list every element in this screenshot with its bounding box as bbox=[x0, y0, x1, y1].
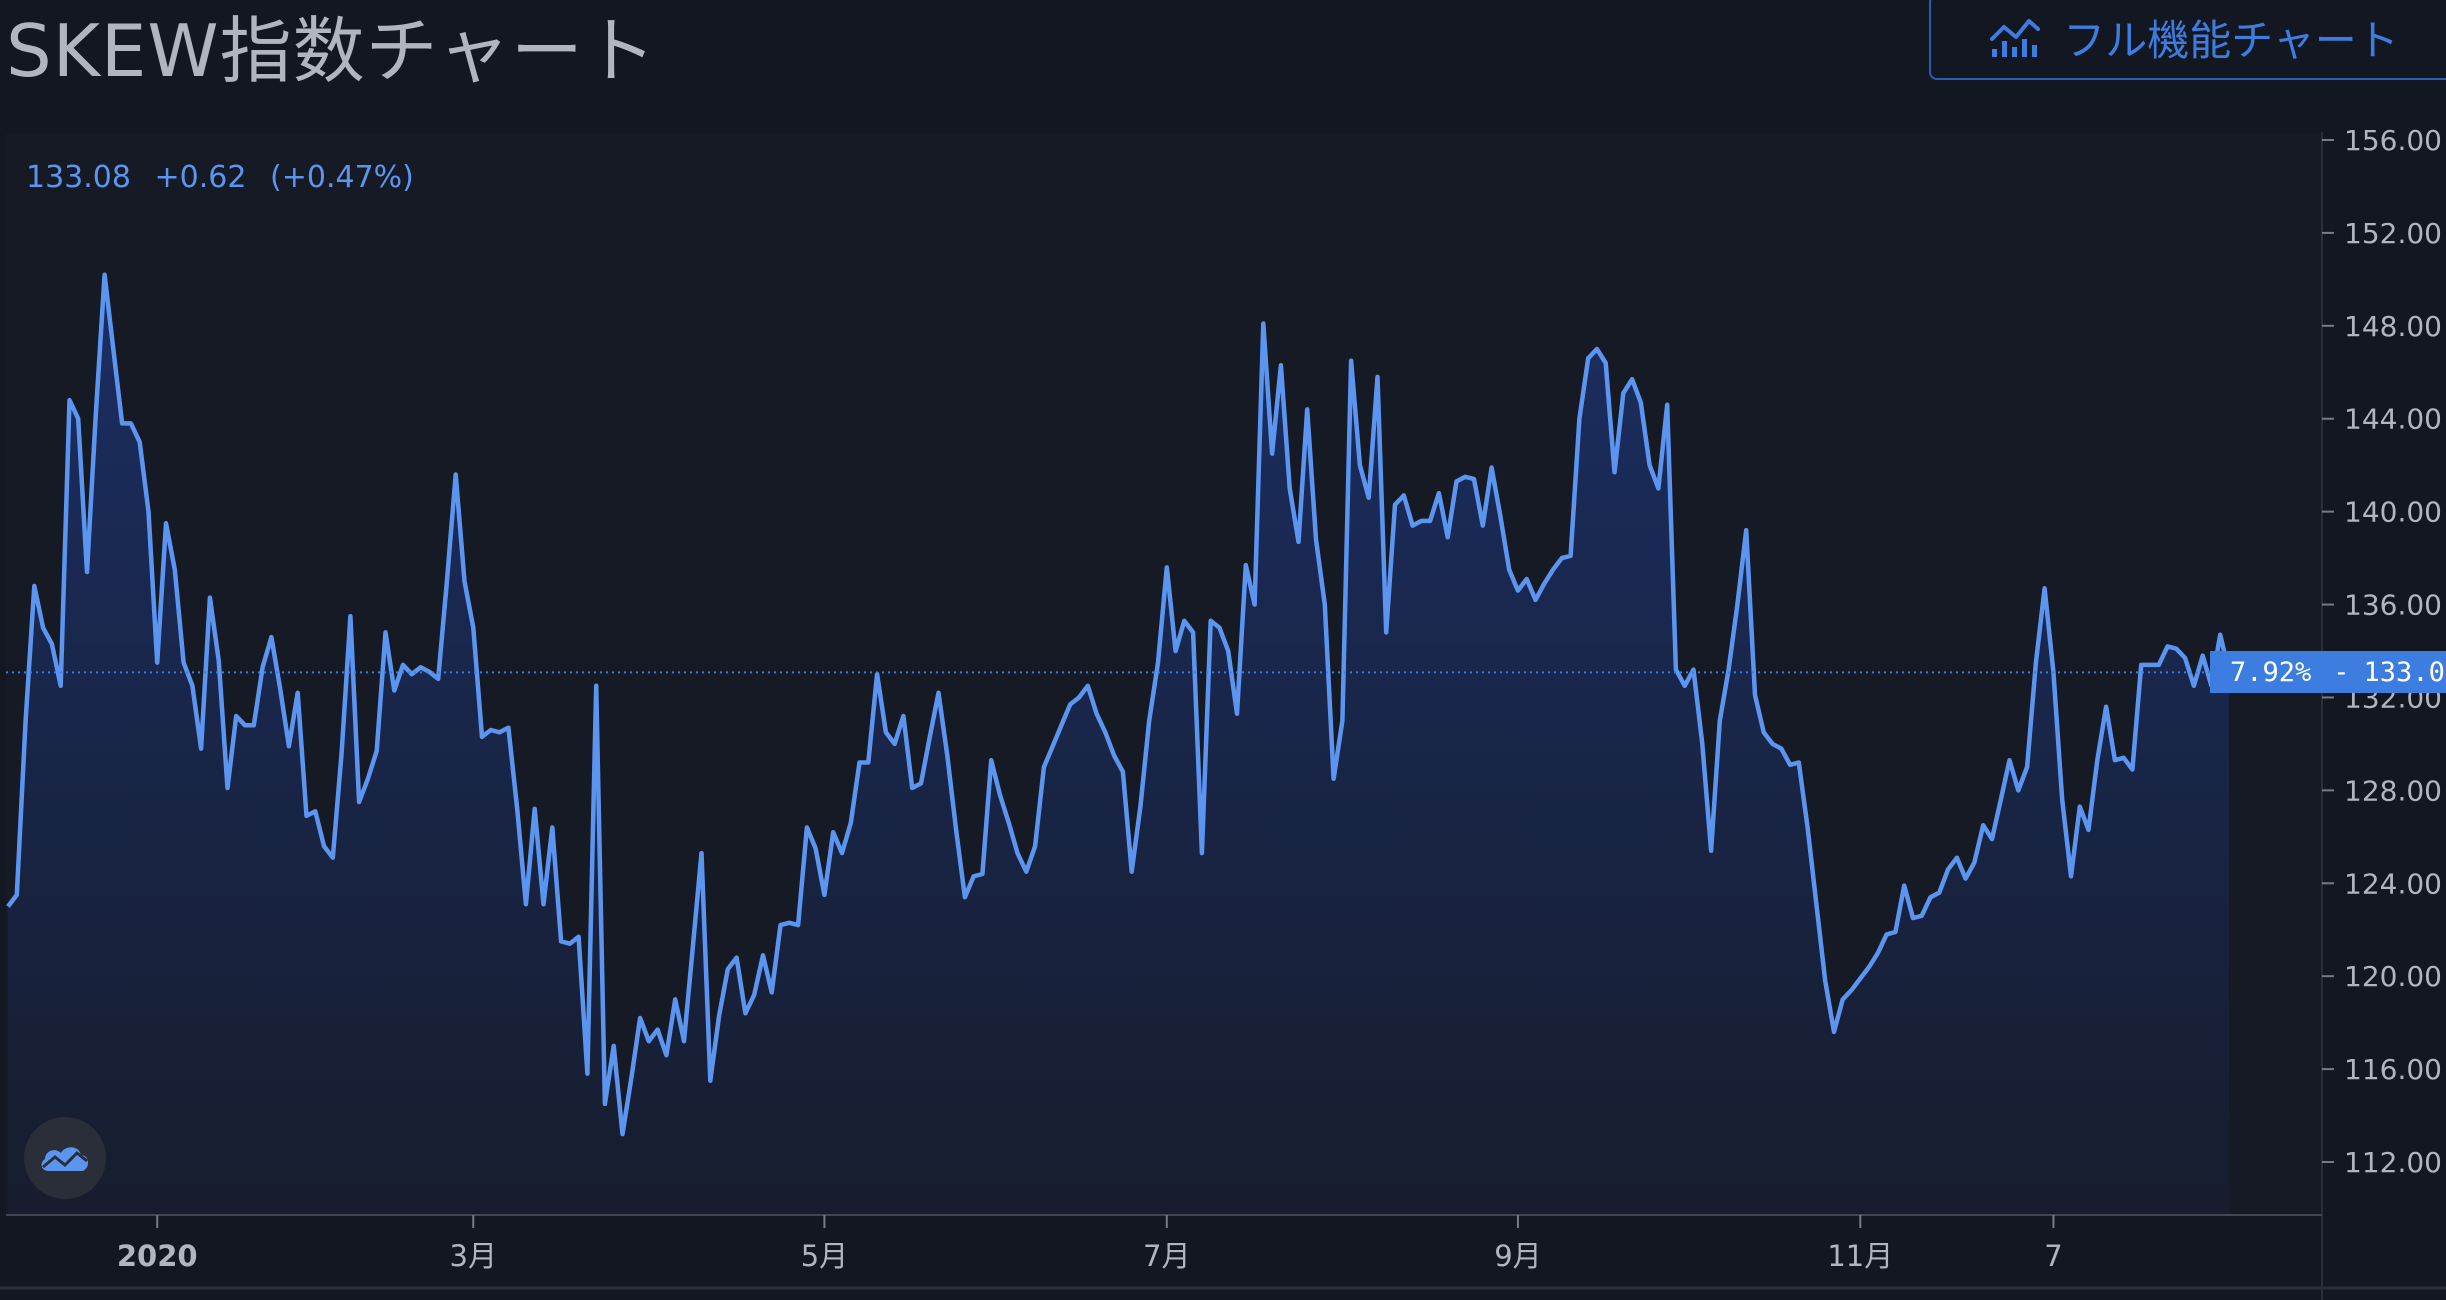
full-chart-button-label: フル機能チャート bbox=[2063, 15, 2399, 65]
full-chart-button[interactable]: フル機能チャート bbox=[1929, 0, 2446, 80]
x-tick-label: 3月 bbox=[450, 1239, 497, 1273]
chart-icon bbox=[1990, 19, 2041, 57]
cloud-logo-icon bbox=[41, 1147, 89, 1171]
x-tick-label: 5月 bbox=[801, 1239, 848, 1273]
y-tick-label: 116.00 bbox=[2344, 1053, 2442, 1086]
y-tick-label: 144.00 bbox=[2344, 403, 2442, 436]
y-tick-label: 156.00 bbox=[2344, 124, 2442, 157]
x-tick-label: 9月 bbox=[1494, 1239, 1541, 1273]
legend-change-pct: (+0.47%) bbox=[270, 160, 414, 195]
y-tick-label: 148.00 bbox=[2344, 310, 2442, 343]
legend-change: +0.62 bbox=[154, 160, 247, 195]
series-line bbox=[6, 272, 2232, 1137]
y-tick-label: 152.00 bbox=[2344, 217, 2442, 250]
page-title: SKEW指数チャート bbox=[6, 9, 657, 93]
price-tag-percent: 7.92% bbox=[2230, 656, 2312, 688]
price-tag-separator: - bbox=[2333, 656, 2350, 688]
y-tick-label: 112.00 bbox=[2344, 1146, 2442, 1179]
legend-last: 133.08 bbox=[26, 160, 131, 195]
y-tick-label: 120.00 bbox=[2344, 960, 2442, 993]
ohlc-legend: 133.08 +0.62 (+0.47%) bbox=[26, 160, 428, 195]
x-tick-label: 2020 bbox=[117, 1239, 198, 1273]
x-tick-label: 11月 bbox=[1827, 1239, 1893, 1273]
logo-icon[interactable] bbox=[24, 1117, 106, 1199]
x-tick-label: 7月 bbox=[1143, 1239, 1190, 1273]
last-price-tag: 7.92% - 133.08 bbox=[2210, 651, 2446, 693]
y-tick-label: 128.00 bbox=[2344, 774, 2442, 807]
area-fill bbox=[8, 274, 2229, 1214]
price-tag-value: 133.08 bbox=[2363, 656, 2446, 688]
y-tick-label: 136.00 bbox=[2344, 589, 2442, 622]
y-tick-label: 124.00 bbox=[2344, 867, 2442, 900]
y-tick-label: 140.00 bbox=[2344, 496, 2442, 529]
x-tick-label: 7 bbox=[2044, 1239, 2062, 1273]
